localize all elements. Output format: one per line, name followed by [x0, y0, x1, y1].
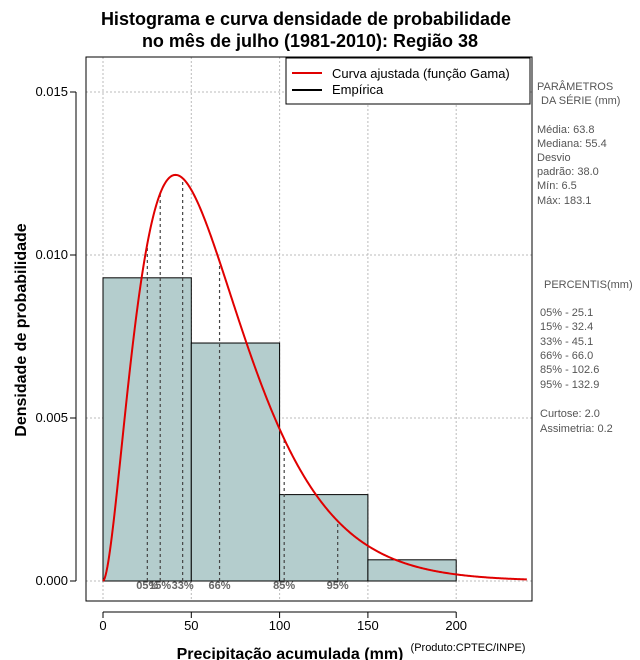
x-tick-label: 0: [99, 618, 106, 633]
y-axis-label: Densidade de probabilidade: [13, 223, 30, 436]
skewness-line: Assimetria: 0.2: [540, 423, 613, 435]
percentile-label: 95%: [327, 580, 349, 592]
y-tick-label: 0.000: [35, 573, 68, 588]
percentile-label: 15%: [149, 580, 171, 592]
x-tick-label: 150: [357, 618, 379, 633]
legend-box: [285, 57, 531, 105]
percentile-label: 85%: [273, 580, 295, 592]
x-tick-label: 200: [445, 618, 467, 633]
histogram-bar: [190, 342, 281, 582]
percentile-line: 33% - 45.1: [540, 336, 593, 348]
x-tick-label: 100: [269, 618, 291, 633]
stats-header-line2: DA SÉRIE (mm): [541, 94, 620, 107]
stats-line: Máx: 183.1: [537, 195, 591, 207]
legend-label-empirical: Empírica: [332, 82, 384, 97]
chart-title-line2: no mês de julho (1981-2010): Região 38: [142, 31, 478, 51]
y-tick-label: 0.015: [35, 84, 68, 99]
percentile-label: 33%: [172, 580, 194, 592]
histogram-bar: [279, 494, 369, 582]
stats-line: Desvio: [537, 152, 571, 164]
percentile-markers: 05%15% 33% 66% 85% 95%: [136, 178, 349, 592]
stats-line: Mediana: 55.4: [537, 138, 607, 150]
plot-frame: [85, 56, 533, 602]
stats-panel: PARÂMETROS DA SÉRIE (mm) Média: 63.8 Med…: [537, 80, 620, 207]
y-tick-label: 0.005: [35, 410, 68, 425]
legend: Curva ajustada (função Gama) Empírica: [285, 57, 531, 105]
gamma-curve: [102, 173, 527, 582]
product-credit: (Produto:CPTEC/INPE): [411, 642, 526, 654]
percentile-line: 05% - 25.1: [540, 307, 593, 319]
percentile-line: 15% - 32.4: [540, 321, 593, 333]
percentile-line: 95% - 132.9: [540, 379, 599, 391]
stats-line: padrão: 38.0: [537, 166, 599, 178]
stats-line: Mín: 6.5: [537, 180, 577, 192]
stats-line: Média: 63.8: [537, 124, 594, 136]
stats-header-line1: PARÂMETROS: [537, 80, 613, 93]
percentile-label: 05%: [136, 580, 158, 592]
chart-title-line1: Histograma e curva densidade de probabil…: [101, 9, 511, 29]
percentile-panel: PERCENTIS(mm) 05% - 25.1 15% - 32.4 33% …: [540, 279, 633, 391]
y-tick-label: 0.010: [35, 247, 68, 262]
x-tick-label: 50: [184, 618, 198, 633]
kurtosis-line: Curtose: 2.0: [540, 408, 600, 420]
shape-panel: Curtose: 2.0 Assimetria: 0.2: [540, 408, 613, 435]
histogram-bar: [367, 559, 457, 582]
legend-label-curve: Curva ajustada (função Gama): [332, 66, 510, 81]
percentile-label: 66%: [209, 580, 231, 592]
percentile-line: 66% - 66.0: [540, 350, 593, 362]
percentile-line: 85% - 102.6: [540, 364, 599, 376]
y-axis: 0.000 0.005 0.010 0.015: [35, 84, 77, 588]
x-axis-label: Precipitação acumulada (mm): [177, 646, 404, 660]
percentile-header: PERCENTIS(mm): [544, 279, 633, 291]
x-axis: 0 50 100 150 200: [99, 611, 467, 633]
